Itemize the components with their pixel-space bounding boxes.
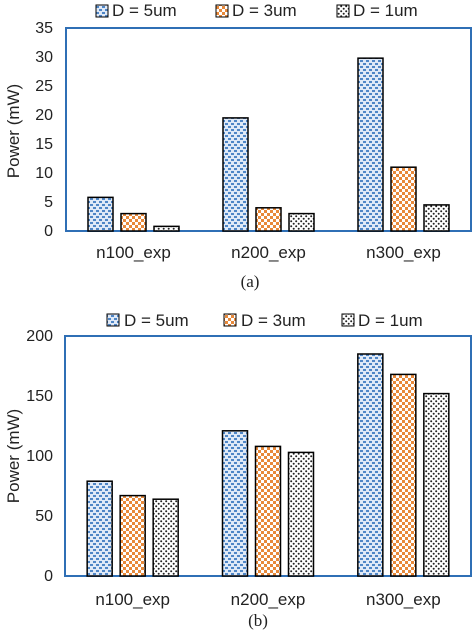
chart-b-category-labels: n100_exp n200_exp n300_exp xyxy=(95,590,440,609)
legend-label-d1: D = 1um xyxy=(353,1,418,20)
chart-b-y-ticks: 0 50 100 150 200 xyxy=(26,328,53,585)
legend-label-d1: D = 1um xyxy=(358,311,423,330)
category-label: n300_exp xyxy=(366,243,441,262)
y-tick-label: 200 xyxy=(26,328,53,345)
chart-a: D = 5um D = 3um D = 1um Power (mW) 0 5 10 1… xyxy=(4,1,472,291)
category-label: n200_exp xyxy=(231,590,306,609)
bar-d1-n300_exp xyxy=(423,392,450,577)
chart-a-category-labels: n100_exp n200_exp n300_exp xyxy=(96,243,441,262)
chart-a-legend: D = 5um D = 3um D = 1um xyxy=(95,1,418,20)
category-label: n200_exp xyxy=(231,243,306,262)
bar-d5-n200_exp xyxy=(221,430,249,577)
chart-b: D = 5um D = 3um D = 1um Power (mW) 0 50 10… xyxy=(4,311,472,630)
y-tick-label: 25 xyxy=(35,78,53,95)
chart-a-bars xyxy=(87,57,450,232)
bar-d3-n200_exp xyxy=(255,207,282,232)
bar-d1-n100_exp xyxy=(153,225,180,232)
legend-label-d5: D = 5um xyxy=(112,1,177,20)
legend-label-d3: D = 3um xyxy=(241,311,306,330)
bar-d3-n100_exp xyxy=(120,212,147,232)
y-tick-label: 30 xyxy=(35,49,53,66)
legend-swatch-d3 xyxy=(215,4,229,18)
bar-d5-n200_exp xyxy=(222,117,249,232)
legend-swatch-d3 xyxy=(223,313,237,327)
bar-d5-n100_exp xyxy=(86,480,113,577)
y-tick-label: 5 xyxy=(44,194,53,211)
chart-b-legend: D = 5um D = 3um D = 1um xyxy=(106,311,423,330)
chart-a-y-axis-label: Power (mW) xyxy=(4,84,23,178)
bar-d5-n300_exp xyxy=(357,353,384,577)
y-tick-label: 0 xyxy=(44,568,53,585)
bar-d3-n300_exp xyxy=(390,166,417,232)
bar-d3-n200_exp xyxy=(254,445,282,577)
legend-label-d3: D = 3um xyxy=(232,1,297,20)
bar-d1-n100_exp xyxy=(152,498,179,577)
chart-b-caption: (b) xyxy=(248,611,268,630)
bar-d5-n100_exp xyxy=(87,196,114,232)
y-tick-label: 20 xyxy=(35,107,53,124)
y-tick-label: 100 xyxy=(26,448,53,465)
bar-d3-n100_exp xyxy=(119,494,146,577)
chart-b-bars xyxy=(86,353,450,577)
y-tick-label: 50 xyxy=(35,508,53,525)
y-tick-label: 150 xyxy=(26,388,53,405)
bar-d1-n200_exp xyxy=(288,212,315,232)
y-tick-label: 0 xyxy=(44,223,53,240)
category-label: n100_exp xyxy=(95,590,170,609)
legend-swatch-d5 xyxy=(106,313,120,327)
bar-d3-n300_exp xyxy=(390,373,417,577)
chart-b-y-axis-label: Power (mW) xyxy=(4,409,23,503)
legend-label-d5: D = 5um xyxy=(124,311,189,330)
legend-swatch-d1 xyxy=(336,4,350,18)
category-label: n100_exp xyxy=(96,243,171,262)
chart-a-caption: (a) xyxy=(241,272,260,291)
y-tick-label: 10 xyxy=(35,165,53,182)
bar-d1-n200_exp xyxy=(287,451,315,577)
legend-swatch-d5 xyxy=(95,4,109,18)
legend-swatch-d1 xyxy=(341,313,355,327)
bar-d1-n300_exp xyxy=(423,204,450,232)
chart-a-y-ticks: 0 5 10 15 20 25 30 35 xyxy=(35,20,53,240)
y-tick-label: 35 xyxy=(35,20,53,37)
bar-d5-n300_exp xyxy=(357,57,384,232)
category-label: n300_exp xyxy=(366,590,441,609)
y-tick-label: 15 xyxy=(35,136,53,153)
